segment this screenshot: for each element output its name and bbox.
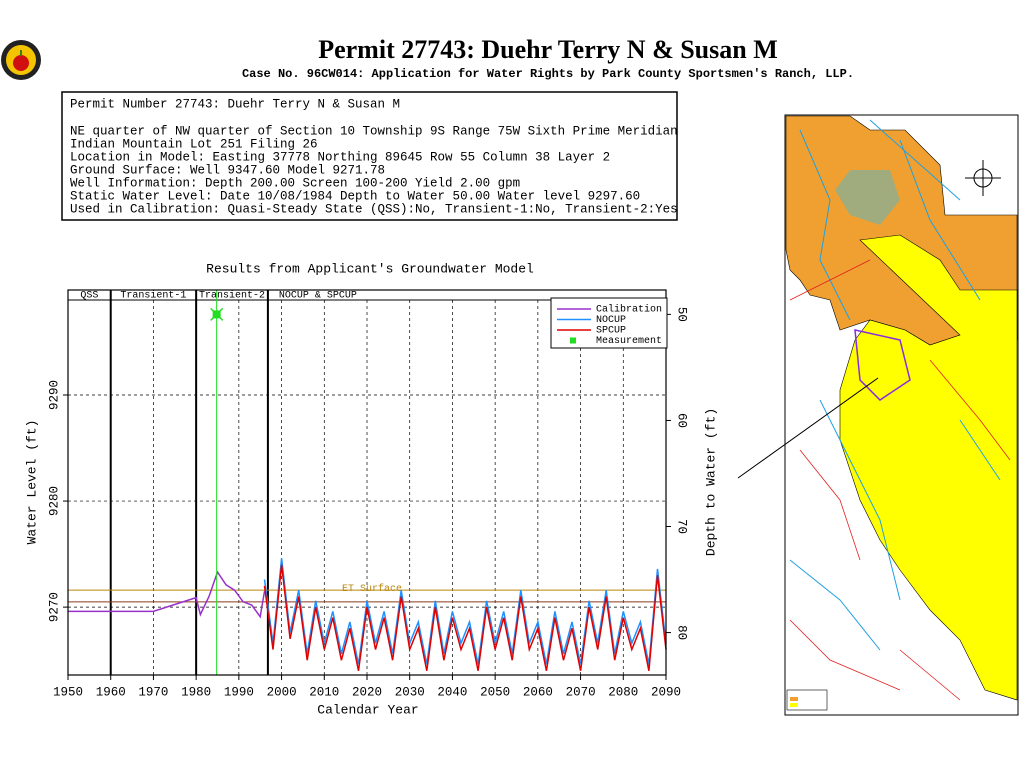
x-tick-label: 2060 (523, 685, 553, 699)
measurement-star (210, 307, 224, 321)
reference-label: ET Surface (342, 583, 402, 595)
period-label: QSS (80, 291, 98, 302)
y-tick-label: 9270 (47, 592, 61, 622)
chart-title: Results from Applicant's Groundwater Mod… (206, 261, 534, 276)
series-line (263, 564, 667, 671)
legend-label: Calibration (596, 304, 662, 316)
y2-tick-label: 70 (675, 519, 689, 534)
info-line: Static Water Level: Date 10/08/1984 Dept… (70, 189, 640, 203)
x-tick-label: 1990 (224, 685, 254, 699)
y2-tick-label: 80 (675, 625, 689, 640)
legend-marker (570, 337, 576, 344)
x-tick-label: 2010 (309, 685, 339, 699)
page-subtitle: Case No. 96CW014: Application for Water … (242, 67, 854, 81)
map (737, 114, 1019, 716)
x-tick-label: 2040 (437, 685, 467, 699)
info-line: NE quarter of NW quarter of Section 10 T… (70, 124, 678, 138)
logo (1, 40, 41, 80)
info-lines: Permit Number 27743: Duehr Terry N & Sus… (70, 97, 678, 216)
x-tick-label: 2050 (480, 685, 510, 699)
period-label: Transient-2 (199, 290, 265, 302)
legend-label: Measurement (596, 336, 662, 347)
series-line (263, 558, 667, 665)
x-tick-label: 1970 (138, 685, 168, 699)
info-line: Well Information: Depth 200.00 Screen 10… (70, 176, 520, 190)
y2-axis-label: Depth to Water (ft) (703, 408, 718, 556)
x-tick-label: 2020 (352, 685, 382, 699)
x-axis-label: Calendar Year (317, 702, 418, 717)
period-label: Transient-1 (120, 290, 186, 302)
info-line: Ground Surface: Well 9347.60 Model 9271.… (70, 163, 385, 177)
x-tick-label: 2070 (566, 685, 596, 699)
plot-frame (67, 289, 667, 676)
info-line: Location in Model: Easting 37778 Northin… (70, 150, 610, 164)
y2-tick-label: 60 (675, 413, 689, 428)
y-tick-label: 9280 (47, 486, 61, 516)
x-tick-label: 2080 (608, 685, 638, 699)
y-tick-label: 9290 (47, 380, 61, 410)
x-tick-label: 1950 (53, 685, 83, 699)
page-title: Permit 27743: Duehr Terry N & Susan M (318, 35, 778, 64)
y2-tick-label: 50 (675, 307, 689, 322)
x-tick-label: 1960 (96, 685, 126, 699)
y-axis-label: Water Level (ft) (24, 420, 39, 545)
legend-label: NOCUP (596, 315, 626, 326)
series-line (68, 570, 266, 619)
info-line: Used in Calibration: Quasi-Steady State … (70, 202, 678, 216)
info-line: Indian Mountain Lot 251 Filing 26 (70, 137, 318, 151)
x-tick-label: 2030 (395, 685, 425, 699)
x-tick-label: 1980 (181, 685, 211, 699)
period-label: NOCUP & SPCUP (279, 291, 357, 302)
legend-label: SPCUP (596, 326, 626, 337)
info-box (61, 91, 678, 221)
x-tick-label: 2090 (651, 685, 681, 699)
chart: Results from Applicant's Groundwater Mod… (24, 261, 718, 717)
info-line: Permit Number 27743: Duehr Terry N & Sus… (70, 97, 400, 111)
x-tick-label: 2000 (267, 685, 297, 699)
